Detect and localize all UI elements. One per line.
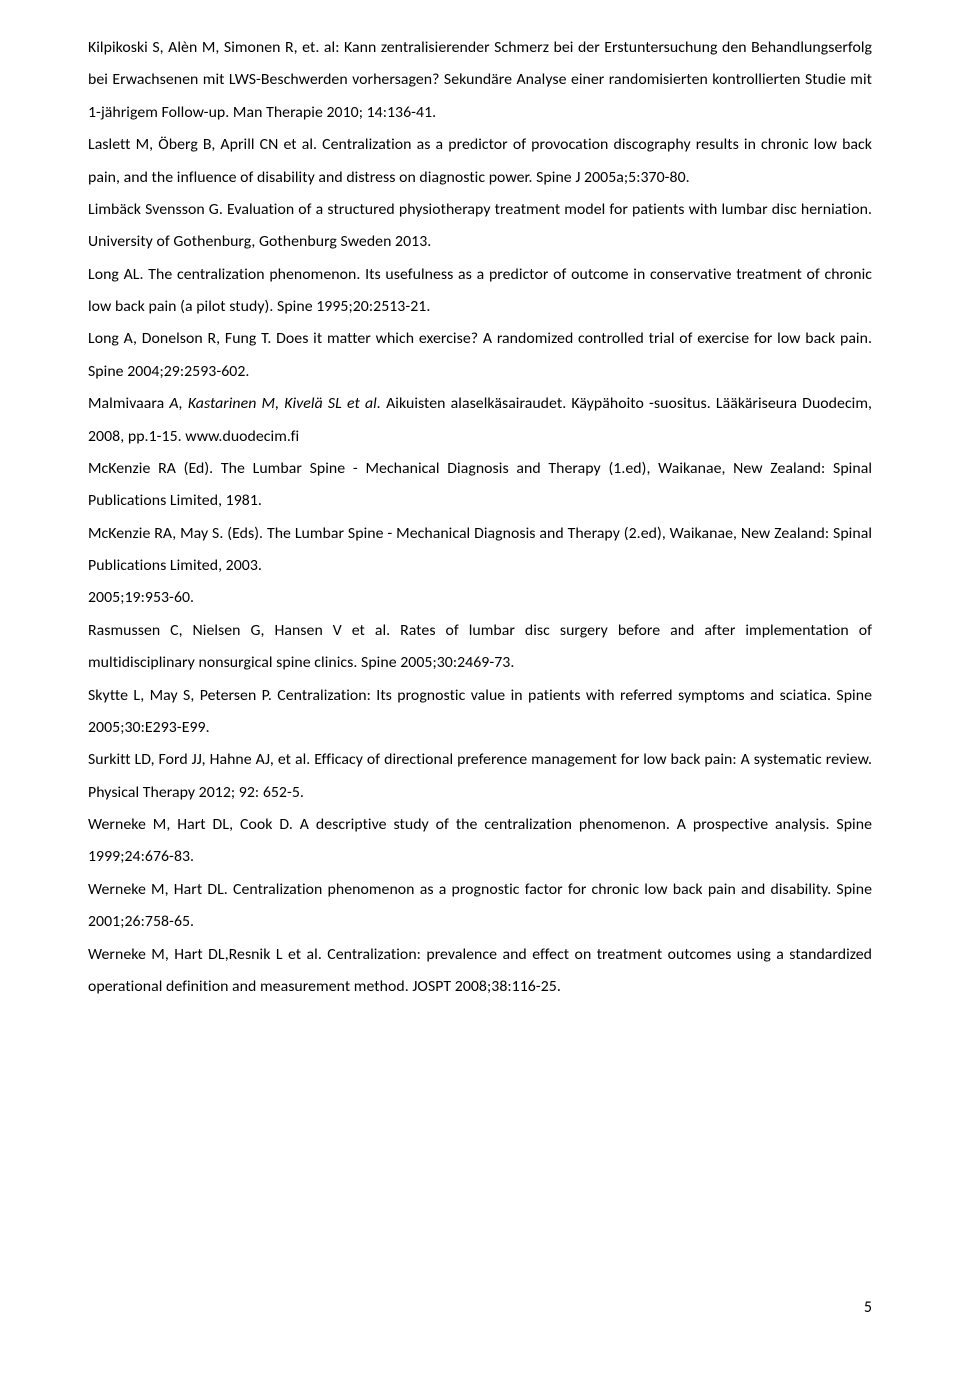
reference-entry: Skytte L, May S, Petersen P. Centralizat… <box>88 680 872 745</box>
reference-entry: Malmivaara A, Kastarinen M, Kivelä SL et… <box>88 388 872 453</box>
reference-entry: Limbäck Svensson G. Evaluation of a stru… <box>88 194 872 259</box>
reference-entry: Werneke M, Hart DL,Resnik L et al. Centr… <box>88 939 872 1004</box>
reference-entry: McKenzie RA, May S. (Eds). The Lumbar Sp… <box>88 518 872 583</box>
page-number: 5 <box>864 1298 872 1317</box>
reference-entry: Kilpikoski S, Alèn M, Simonen R, et. al:… <box>88 32 872 129</box>
page: Kilpikoski S, Alèn M, Simonen R, et. al:… <box>0 0 960 1377</box>
reference-list: Kilpikoski S, Alèn M, Simonen R, et. al:… <box>88 32 872 1003</box>
reference-entry: Rasmussen C, Nielsen G, Hansen V et al. … <box>88 615 872 680</box>
reference-entry: Laslett M, Öberg B, Aprill CN et al. Cen… <box>88 129 872 194</box>
reference-entry: Surkitt LD, Ford JJ, Hahne AJ, et al. Ef… <box>88 744 872 809</box>
reference-entry: Long AL. The centralization phenomenon. … <box>88 259 872 324</box>
reference-entry: Werneke M, Hart DL, Cook D. A descriptiv… <box>88 809 872 874</box>
reference-entry: Long A, Donelson R, Fung T. Does it matt… <box>88 323 872 388</box>
reference-entry: Werneke M, Hart DL. Centralization pheno… <box>88 874 872 939</box>
reference-entry: McKenzie RA (Ed). The Lumbar Spine - Mec… <box>88 453 872 518</box>
reference-entry: 2005;19:953-60. <box>88 582 872 614</box>
